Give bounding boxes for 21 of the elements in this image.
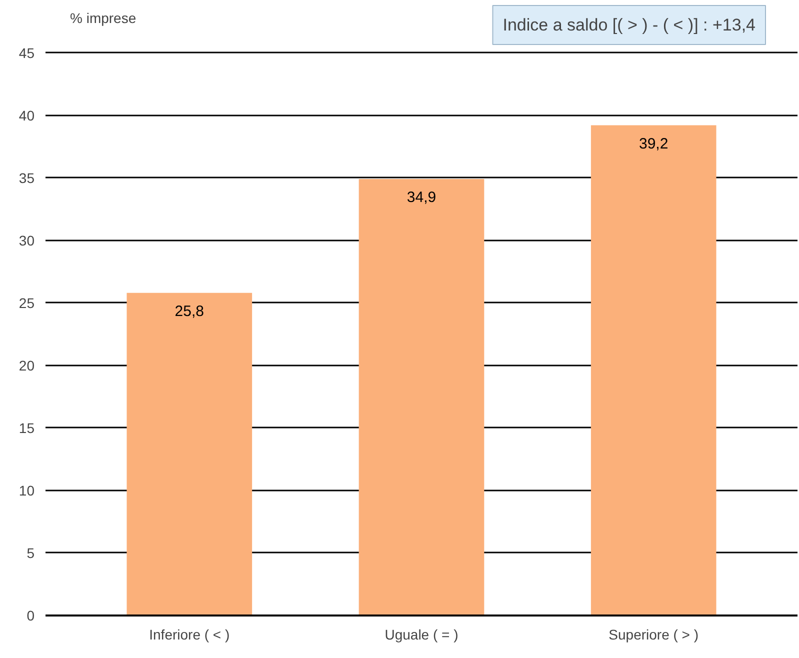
text: 34,9 bbox=[406, 189, 436, 206]
text: Indice a saldo [( > ) - ( < )] : +13,4 bbox=[502, 16, 756, 34]
y-tick-label: 10 bbox=[18, 482, 35, 498]
y-tick-label: 25 bbox=[18, 294, 35, 311]
text: 25,8 bbox=[174, 302, 204, 320]
y-tick-label: 35 bbox=[18, 170, 35, 186]
y-tick-label: 45 bbox=[18, 44, 35, 61]
y-tick-label: 20 bbox=[18, 357, 35, 374]
bar bbox=[126, 292, 252, 616]
x-tick-label: Uguale ( = ) bbox=[384, 626, 458, 642]
text: % imprese bbox=[70, 10, 136, 26]
y-tick-label: 15 bbox=[18, 420, 35, 436]
bar bbox=[358, 179, 484, 616]
x-tick-label: Inferiore ( < ) bbox=[149, 626, 230, 642]
x-tick-label: Superiore ( > ) bbox=[608, 626, 699, 642]
y-tick-label: 40 bbox=[18, 107, 35, 124]
text: 39,2 bbox=[639, 135, 668, 152]
bar bbox=[590, 125, 716, 616]
y-tick-label: 5 bbox=[26, 544, 35, 561]
y-tick-label: 30 bbox=[18, 232, 35, 248]
y-tick-label: 0 bbox=[26, 608, 35, 624]
